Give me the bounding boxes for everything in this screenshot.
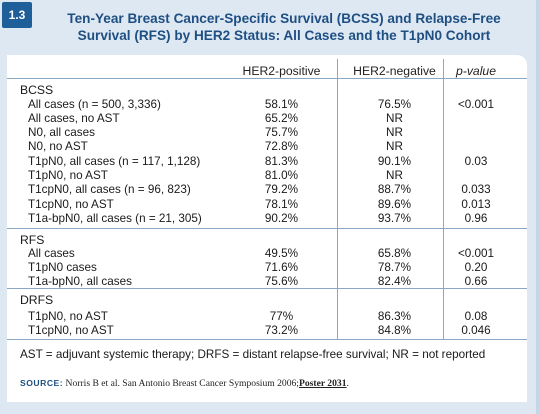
her2-negative-cell: NR bbox=[386, 112, 403, 125]
figure-title-line-2: Survival (RFS) by HER2 Status: All Cases… bbox=[77, 28, 491, 43]
figure-title: Ten-Year Breast Cancer-Specific Survival… bbox=[40, 10, 528, 44]
column-divider bbox=[443, 59, 444, 339]
p-value-cell: 0.046 bbox=[461, 324, 491, 337]
her2-negative-cell: NR bbox=[386, 140, 403, 153]
her2-negative-cell: NR bbox=[386, 126, 403, 139]
table-row: T1a-bpN0, all cases (n = 21, 305) 90.2% 93… bbox=[7, 212, 527, 225]
row-label: N0, all cases bbox=[28, 126, 95, 139]
her2-positive-cell: 81.3% bbox=[264, 155, 299, 168]
section-label-bcss: BCSS bbox=[20, 83, 54, 97]
her2-negative-cell: 65.8% bbox=[377, 247, 412, 260]
table-row: T1cpN0, no AST 73.2% 84.8% 0.046 bbox=[7, 324, 527, 337]
her2-positive-cell: 65.2% bbox=[264, 112, 299, 125]
row-label: N0, no AST bbox=[28, 140, 88, 153]
her2-positive-cell: 81.0% bbox=[264, 169, 299, 182]
p-value-cell: 0.013 bbox=[461, 198, 491, 211]
table-row: All cases 49.5% 65.8% <0.001 bbox=[7, 247, 527, 260]
p-value-cell: 0.033 bbox=[461, 183, 491, 196]
her2-positive-cell: 49.5% bbox=[264, 247, 299, 260]
table-row: All cases (n = 500, 3,336) 58.1% 76.5% <0.0… bbox=[7, 98, 527, 111]
her2-positive-cell: 73.2% bbox=[264, 324, 299, 337]
column-header-her2-negative: HER2-negative bbox=[353, 64, 436, 78]
her2-negative-cell: 84.8% bbox=[377, 324, 412, 337]
her2-positive-cell: 75.7% bbox=[264, 126, 299, 139]
column-header-p-value: p-value bbox=[456, 64, 496, 78]
figure-title-line-1: Ten-Year Breast Cancer-Specific Survival… bbox=[67, 11, 501, 26]
her2-negative-cell: 82.4% bbox=[377, 275, 412, 288]
table-row: T1cpN0, all cases (n = 96, 823) 79.2% 88.7… bbox=[7, 183, 527, 196]
section-label-rfs: RFS bbox=[20, 233, 45, 247]
her2-negative-cell: 90.1% bbox=[377, 155, 412, 168]
her2-positive-cell: 72.8% bbox=[264, 140, 299, 153]
her2-negative-cell: 76.5% bbox=[377, 98, 412, 111]
table-row: N0, all cases 75.7% NR bbox=[7, 126, 527, 139]
row-label: T1cpN0, no AST bbox=[28, 198, 114, 211]
row-label: T1pN0, no AST bbox=[28, 310, 108, 323]
her2-negative-cell: 88.7% bbox=[377, 183, 412, 196]
row-label: T1cpN0, no AST bbox=[28, 324, 114, 337]
column-divider bbox=[337, 59, 338, 339]
row-label: T1cpN0, all cases (n = 96, 823) bbox=[28, 183, 191, 196]
her2-negative-cell: 78.7% bbox=[377, 261, 412, 274]
her2-positive-cell: 71.6% bbox=[264, 261, 299, 274]
table-row: T1pN0 cases 71.6% 78.7% 0.20 bbox=[7, 261, 527, 274]
p-value-cell: 0.96 bbox=[464, 212, 488, 225]
her2-positive-cell: 90.2% bbox=[264, 212, 299, 225]
row-label: T1pN0 cases bbox=[28, 261, 97, 274]
table-row: T1pN0, all cases (n = 117, 1,128) 81.3% 90… bbox=[7, 155, 527, 168]
row-label: T1a-bpN0, all cases bbox=[28, 275, 132, 288]
p-value-cell: <0.001 bbox=[457, 247, 495, 260]
her2-negative-cell: 89.6% bbox=[377, 198, 412, 211]
table-panel: HER2-positive HER2-negative p-value BCSS… bbox=[7, 55, 527, 402]
p-value-cell: 0.08 bbox=[464, 310, 488, 323]
p-value-cell: 0.20 bbox=[464, 261, 488, 274]
section-rule bbox=[7, 339, 527, 340]
her2-negative-cell: 86.3% bbox=[377, 310, 412, 323]
p-value-cell: <0.001 bbox=[457, 98, 495, 111]
row-label: All cases (n = 500, 3,336) bbox=[28, 98, 161, 111]
p-value-cell: 0.03 bbox=[464, 155, 488, 168]
section-label-drfs: DRFS bbox=[20, 293, 54, 307]
header-rule bbox=[7, 78, 527, 79]
poster-link[interactable]: Poster 2031 bbox=[298, 378, 347, 389]
figure-number-badge: 1.3 bbox=[2, 2, 32, 28]
table-row: T1a-bpN0, all cases 75.6% 82.4% 0.66 bbox=[7, 275, 527, 288]
her2-positive-cell: 78.1% bbox=[264, 198, 299, 211]
source-end: . bbox=[346, 378, 349, 389]
source-key: SOURCE: bbox=[20, 378, 64, 388]
her2-positive-cell: 79.2% bbox=[264, 183, 299, 196]
row-label: All cases, no AST bbox=[28, 112, 120, 125]
source-text: Norris B et al. San Antonio Breast Cance… bbox=[65, 378, 299, 389]
row-label: All cases bbox=[28, 247, 75, 260]
source-citation: SOURCE: Norris B et al. San Antonio Brea… bbox=[20, 378, 349, 389]
her2-positive-cell: 77% bbox=[269, 310, 294, 323]
row-label: T1a-bpN0, all cases (n = 21, 305) bbox=[28, 212, 202, 225]
her2-positive-cell: 58.1% bbox=[264, 98, 299, 111]
table-row: T1pN0, no AST 77% 86.3% 0.08 bbox=[7, 310, 527, 323]
table-row: N0, no AST 72.8% NR bbox=[7, 140, 527, 153]
table-row: T1pN0, no AST 81.0% NR bbox=[7, 169, 527, 182]
column-header-her2-positive: HER2-positive bbox=[242, 64, 321, 78]
her2-negative-cell: 93.7% bbox=[377, 212, 412, 225]
row-label: T1pN0, all cases (n = 117, 1,128) bbox=[28, 155, 201, 168]
her2-positive-cell: 75.6% bbox=[264, 275, 299, 288]
table-row: T1cpN0, no AST 78.1% 89.6% 0.013 bbox=[7, 198, 527, 211]
her2-negative-cell: NR bbox=[386, 169, 403, 182]
row-label: T1pN0, no AST bbox=[28, 169, 108, 182]
p-value-cell: 0.66 bbox=[464, 275, 488, 288]
section-rule bbox=[7, 228, 527, 229]
abbreviation-footnote: AST = adjuvant systemic therapy; DRFS = … bbox=[20, 348, 486, 361]
section-rule bbox=[7, 288, 527, 289]
table-row: All cases, no AST 65.2% NR bbox=[7, 112, 527, 125]
